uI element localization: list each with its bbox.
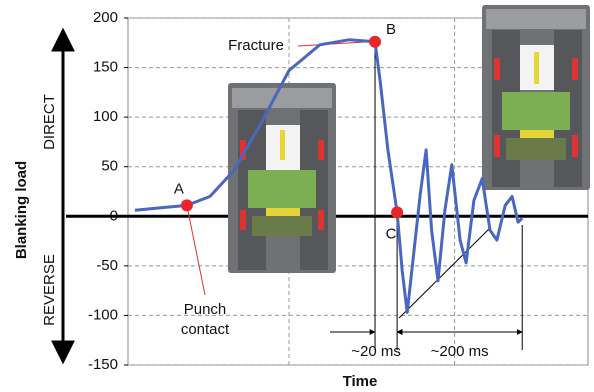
point-label: C: [386, 225, 397, 242]
y-tick-label: -100: [88, 306, 118, 323]
point-label: B: [386, 21, 396, 38]
y-tick-label: 200: [93, 9, 118, 26]
x-axis-label: Time: [343, 373, 378, 390]
press-illustration: [482, 5, 590, 190]
press-illustration: [228, 83, 336, 273]
punch-contact-label: Punch: [184, 301, 227, 318]
y-tick-label: 100: [93, 108, 118, 125]
key-point: [369, 36, 381, 48]
point-label: A: [174, 180, 184, 197]
y-tick-label: -150: [88, 356, 118, 373]
interval-label: ~20 ms: [351, 343, 401, 360]
reverse-label: REVERSE: [41, 254, 58, 326]
fracture-label: Fracture: [228, 37, 284, 54]
y-tick-label: 150: [93, 59, 118, 76]
y-tick-label: 50: [101, 158, 118, 175]
y-axis-label: Blanking load: [13, 161, 30, 259]
key-point: [391, 206, 403, 218]
leader-line: [187, 205, 205, 295]
key-point: [181, 199, 193, 211]
punch-contact-label: contact: [181, 321, 230, 338]
direct-label: DIRECT: [41, 94, 58, 150]
chart: -150-100-50050100150200 Blanking load DI…: [0, 0, 594, 392]
interval-label: ~200 ms: [431, 343, 489, 360]
y-tick-label: -50: [96, 257, 118, 274]
